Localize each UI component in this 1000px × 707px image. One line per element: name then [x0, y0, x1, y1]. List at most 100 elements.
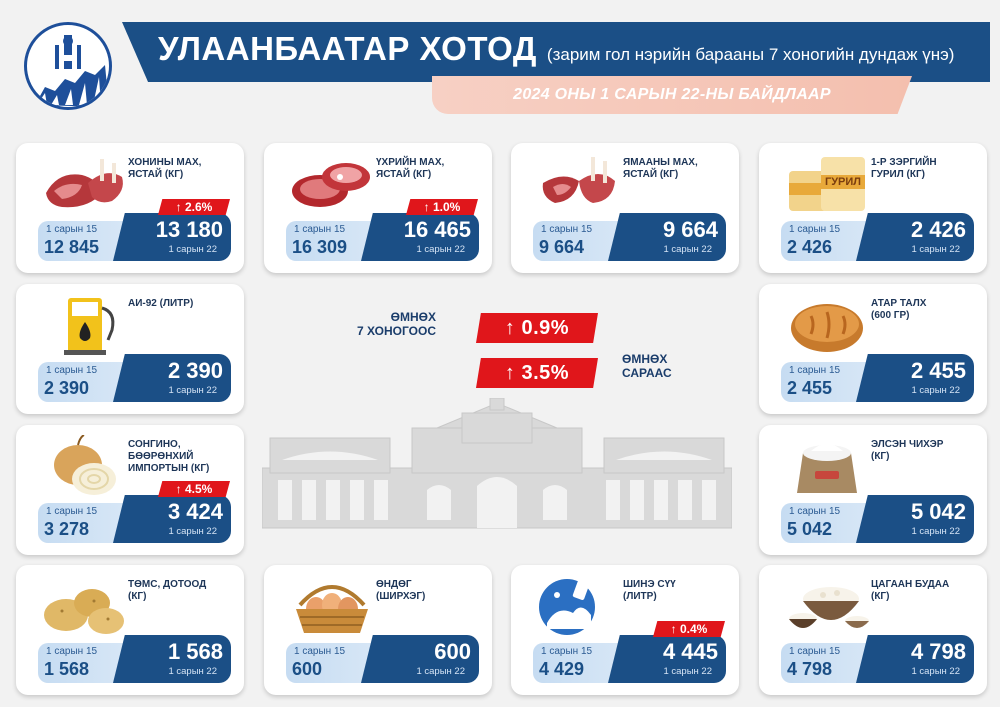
current-price: 2 390 [167, 358, 223, 383]
previous-price: 600 [292, 659, 323, 679]
date-banner: 2024 ОНЫ 1 САРЫН 22-НЫ БАЙДЛААР [432, 76, 912, 114]
previous-date: 1 сарын 15 [46, 646, 98, 657]
item-name-line1: ЦАГААН БУДАА [871, 579, 950, 590]
previous-price: 16 309 [292, 237, 348, 257]
current-date: 1 сарын 22 [168, 244, 217, 255]
current-price: 3 424 [167, 499, 223, 524]
sugar-sack-icon [781, 435, 873, 497]
item-name-line2: (КГ) [871, 591, 890, 602]
item-name: ХОНИНЫ МАХ, ЯСТАЙ (КГ) [128, 157, 236, 181]
price-card: ГУРИЛ 1-Р ЗЭРГИЙН ГУРИЛ (КГ) 1 сарын 15 … [759, 143, 987, 273]
item-name-line2: ГУРИЛ (КГ) [871, 169, 925, 180]
previous-price: 2 455 [787, 378, 833, 398]
current-price-box: 4 798 1 сарын 22 [856, 635, 974, 683]
price-card: ҮХРИЙН МАХ, ЯСТАЙ (КГ) 1 сарын 15 16 309… [264, 143, 492, 273]
previous-date: 1 сарын 15 [789, 646, 841, 657]
item-name-line2: (ШИРХЭГ) [376, 591, 426, 602]
item-name-line1: АИ-92 (ЛИТР) [128, 298, 194, 309]
current-price: 5 042 [910, 499, 966, 524]
item-name-line1: ЯМААНЫ МАХ, [623, 157, 698, 168]
flour-icon: ГУРИЛ [781, 153, 873, 215]
previous-date: 1 сарын 15 [294, 646, 346, 657]
current-price: 600 [434, 639, 471, 664]
rice-bowl-icon [781, 575, 873, 637]
current-price: 13 180 [155, 217, 223, 242]
current-price: 9 664 [662, 217, 718, 242]
item-name-line1: ҮХРИЙН МАХ, [376, 157, 445, 168]
header-bar [122, 22, 990, 82]
item-name: ЯМААНЫ МАХ, ЯСТАЙ (КГ) [623, 157, 731, 181]
previous-date: 1 сарын 15 [541, 646, 593, 657]
page-title: УЛААНБААТАР ХОТОД (зарим гол нэрийн бара… [158, 30, 954, 74]
item-name: ЭЛСЭН ЧИХЭР (КГ) [871, 439, 979, 463]
month-change-badge: ↑ 3.5% [476, 358, 598, 388]
current-date: 1 сарын 22 [168, 526, 217, 537]
item-name: АИ-92 (ЛИТР) [128, 298, 236, 310]
item-name: ӨНДӨГ (ШИРХЭГ) [376, 579, 484, 603]
price-card: ХОНИНЫ МАХ, ЯСТАЙ (КГ) 1 сарын 15 12 845… [16, 143, 244, 273]
current-date: 1 сарын 22 [416, 666, 465, 677]
current-price-box: 3 424 1 сарын 22 [113, 495, 231, 543]
previous-price: 4 798 [787, 659, 833, 679]
week-change-badge: ↑ 0.9% [476, 313, 598, 343]
current-price-box: 5 042 1 сарын 22 [856, 495, 974, 543]
current-price: 2 426 [910, 217, 966, 242]
current-date: 1 сарын 22 [911, 385, 960, 396]
price-card: АИ-92 (ЛИТР) 1 сарын 15 2 390 2 390 1 са… [16, 284, 244, 414]
flour-bag-label: ГУРИЛ [825, 176, 861, 188]
week-label: ӨМНӨХ 7 ХОНОГООС [356, 310, 436, 338]
goat-meat-icon [533, 153, 625, 215]
previous-date: 1 сарын 15 [46, 506, 98, 517]
item-name-line1: 1-Р ЗЭРГИЙН [871, 157, 937, 168]
current-date: 1 сарын 22 [663, 244, 712, 255]
item-name-line2: (ЛИТР) [623, 591, 657, 602]
item-name-line1: ӨНДӨГ [376, 579, 412, 590]
price-card: ЦАГААН БУДАА (КГ) 1 сарын 15 4 798 4 798… [759, 565, 987, 695]
previous-price: 3 278 [44, 519, 90, 539]
previous-price: 2 390 [44, 378, 90, 398]
current-price-box: 2 426 1 сарын 22 [856, 213, 974, 261]
previous-price: 1 568 [44, 659, 90, 679]
current-date: 1 сарын 22 [911, 526, 960, 537]
title-main: УЛААНБААТАР ХОТОД [158, 30, 537, 67]
item-name-line2: ЯСТАЙ (КГ) [128, 169, 184, 180]
previous-date: 1 сарын 15 [46, 224, 98, 235]
title-subtitle: (зарим гол нэрийн барааны 7 хоногийн дун… [546, 45, 955, 64]
current-date: 1 сарын 22 [663, 666, 712, 677]
emblem-logo [24, 22, 112, 110]
item-name-line2: БӨӨРӨНХИЙ [128, 451, 194, 462]
price-card: СОНГИНО, БӨӨРӨНХИЙ ИМПОРТЫН (КГ) 1 сарын… [16, 425, 244, 555]
item-name-line1: ШИНЭ СҮҮ [623, 579, 676, 590]
previous-price: 2 426 [787, 237, 833, 257]
month-label-line2: САРААС [622, 366, 672, 380]
price-card: ЯМААНЫ МАХ, ЯСТАЙ (КГ) 1 сарын 15 9 664 … [511, 143, 739, 273]
item-name-line1: СОНГИНО, [128, 439, 181, 450]
item-name: ТӨМС, ДОТООД (КГ) [128, 579, 236, 603]
item-name-line2: (600 ГР) [871, 310, 910, 321]
beef-icon [286, 153, 378, 215]
bread-icon [781, 294, 873, 356]
item-name-line2: (КГ) [128, 591, 147, 602]
change-badge: ↑ 1.0% [406, 199, 478, 215]
month-label-line1: ӨМНӨХ [622, 352, 668, 366]
month-label: ӨМНӨХ САРААС [622, 352, 672, 380]
current-price-box: 16 465 1 сарын 22 [361, 213, 479, 261]
week-label-line1: ӨМНӨХ [390, 310, 436, 324]
price-card: ТӨМС, ДОТООД (КГ) 1 сарын 15 1 568 1 568… [16, 565, 244, 695]
previous-price: 12 845 [44, 237, 100, 257]
previous-date: 1 сарын 15 [789, 224, 841, 235]
price-card: ЭЛСЭН ЧИХЭР (КГ) 1 сарын 15 5 042 5 042 … [759, 425, 987, 555]
item-name-line1: ТӨМС, ДОТООД [128, 579, 207, 590]
item-name-line2: (КГ) [871, 451, 890, 462]
current-price-box: 1 568 1 сарын 22 [113, 635, 231, 683]
item-name-line2: ЯСТАЙ (КГ) [376, 169, 432, 180]
change-badge: ↑ 0.4% [653, 621, 725, 637]
current-price-box: 2 455 1 сарын 22 [856, 354, 974, 402]
previous-date: 1 сарын 15 [789, 365, 841, 376]
current-price: 1 568 [167, 639, 223, 664]
previous-price: 9 664 [539, 237, 585, 257]
price-card: ШИНЭ СҮҮ (ЛИТР) 1 сарын 15 4 429 4 445 1… [511, 565, 739, 695]
item-name: АТАР ТАЛХ (600 ГР) [871, 298, 979, 322]
current-price-box: 13 180 1 сарын 22 [113, 213, 231, 261]
week-label-line2: 7 ХОНОГООС [356, 324, 436, 338]
